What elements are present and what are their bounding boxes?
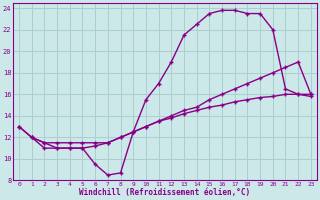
X-axis label: Windchill (Refroidissement éolien,°C): Windchill (Refroidissement éolien,°C)	[79, 188, 251, 197]
